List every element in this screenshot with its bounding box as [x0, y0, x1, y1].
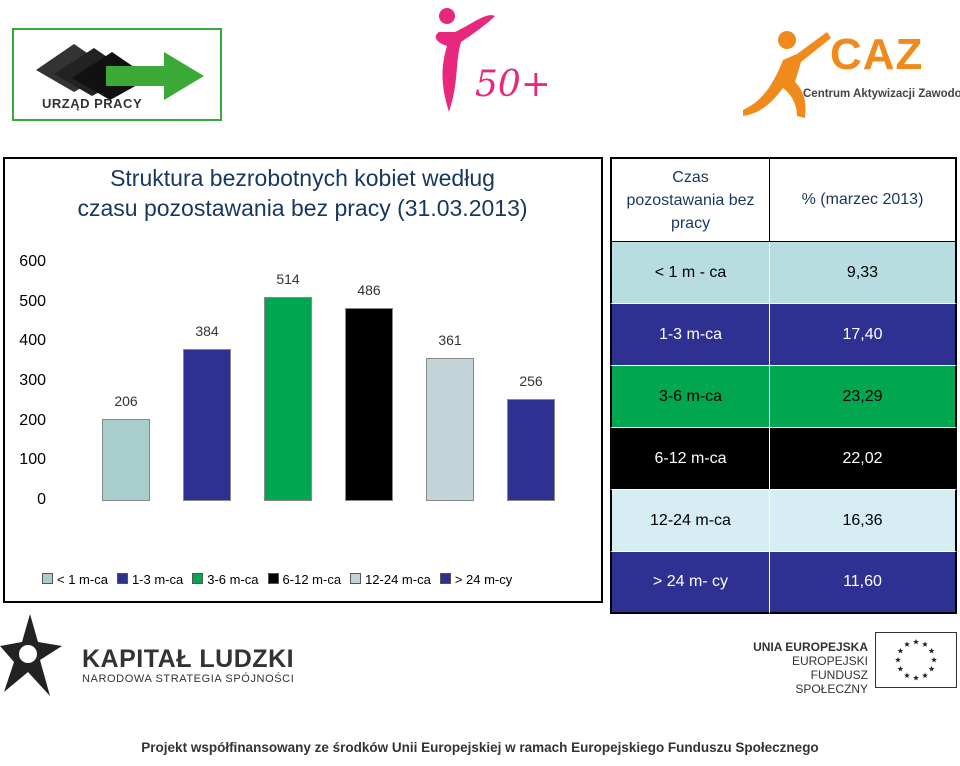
- eu-star-icon: [922, 641, 928, 647]
- table-row-label: 1-3 m-ca: [610, 304, 769, 366]
- eu-star-icon: [928, 648, 935, 654]
- y-tick-label: 200: [19, 411, 46, 429]
- chart-frame: [3, 157, 603, 603]
- ue-text: UNIA EUROPEJSKA EUROPEJSKI FUNDUSZ SPOŁE…: [740, 640, 868, 696]
- table-header-time: Czas pozostawania bez pracy: [610, 157, 770, 242]
- table-row-label: 6-12 m-ca: [610, 428, 769, 490]
- kapital-ludzki-subtitle: NARODOWA STRATEGIA SPÓJNOŚCI: [82, 673, 295, 685]
- y-tick-label: 600: [19, 253, 46, 270]
- urzad-pracy-caption: URZĄD PRACY: [42, 96, 143, 111]
- bar: [264, 297, 312, 501]
- legend-label: 3-6 m-ca: [207, 572, 259, 587]
- eu-star-icon: [897, 666, 904, 672]
- urzad-pracy-logo: URZĄD PRACY: [12, 28, 222, 121]
- table-row-label: 12-24 m-ca: [610, 490, 769, 552]
- chart-title-line2: czasu pozostawania bez pracy (31.03.2013…: [77, 195, 528, 221]
- ue-line2: EUROPEJSKI: [791, 654, 868, 668]
- bar-value-label: 361: [438, 331, 462, 348]
- bar: [426, 357, 474, 501]
- eu-star-icon: [928, 666, 935, 672]
- legend-item: < 1 m-ca: [42, 572, 108, 587]
- table-row-label: < 1 m - ca: [610, 242, 769, 304]
- eu-star-icon: [897, 648, 904, 654]
- eu-star-icon: [904, 641, 910, 647]
- bar-value-label: 514: [276, 271, 300, 288]
- table-row-value: 16,36: [769, 490, 957, 552]
- y-tick-label: 300: [19, 372, 46, 389]
- legend-item: 1-3 m-ca: [116, 572, 184, 587]
- eu-stars-icon: [895, 639, 937, 681]
- bar-value-label: 384: [195, 322, 219, 339]
- figure-icon: [435, 8, 495, 112]
- table-row-label: > 24 m- cy: [610, 552, 769, 614]
- table-row-value: 9,33: [769, 242, 957, 304]
- eu-star-icon: [922, 672, 928, 678]
- kapital-ludzki-emblem: [0, 612, 64, 702]
- y-tick-label: 400: [19, 332, 46, 350]
- legend-swatch: [42, 573, 53, 584]
- kapital-ludzki-title: KAPITAŁ LUDZKI: [82, 645, 295, 673]
- table-header-percent: % (marzec 2013): [769, 157, 957, 242]
- legend-swatch: [192, 573, 204, 584]
- table-row-value: 22,02: [769, 428, 957, 490]
- bar: [507, 399, 555, 501]
- runner-icon: [743, 31, 831, 118]
- legend-label: > 24 m-cy: [454, 572, 513, 587]
- eu-star-icon: [895, 657, 901, 663]
- eu-star-icon: [931, 657, 937, 663]
- table-row-value: 11,60: [769, 552, 957, 614]
- legend-label: 1-3 m-ca: [131, 572, 184, 587]
- legend-item: 6-12 m-ca: [267, 572, 342, 587]
- kapital-ludzki-star-icon: [0, 614, 62, 696]
- legend-swatch: [267, 573, 279, 584]
- legend-swatch: [116, 573, 128, 584]
- bar: [345, 308, 393, 501]
- eu-star-icon: [904, 672, 910, 678]
- bar-value-label: 486: [357, 282, 381, 299]
- y-tick-label: 100: [19, 451, 46, 469]
- legend-swatch: [350, 573, 362, 584]
- legend-item: 3-6 m-ca: [192, 572, 259, 587]
- ue-line3: FUNDUSZ SPOŁECZNY: [795, 668, 868, 696]
- legend-item: 12-24 m-ca: [350, 572, 431, 587]
- y-tick-label: 0: [37, 491, 46, 508]
- bar-value-label: 256: [519, 373, 543, 390]
- cards-arrow-icon: [36, 44, 204, 100]
- chart-title-line1: Struktura bezrobotnych kobiet według: [110, 165, 495, 191]
- bar: [102, 419, 150, 501]
- chart-title: Struktura bezrobotnych kobiet według cza…: [40, 163, 565, 223]
- eu-star-icon: [913, 639, 919, 645]
- caz-logo: CAZ Centrum Aktywizacji Zawodowej: [735, 20, 960, 120]
- caz-title: CAZ: [830, 30, 924, 79]
- fifty-plus-text: 50+: [475, 64, 551, 105]
- chart-legend: < 1 m-ca 1-3 m-ca 3-6 m-ca 6-12 m-ca 12-24 m…: [42, 572, 521, 587]
- ue-line1: UNIA EUROPEJSKA: [753, 640, 868, 654]
- table-row-label: 3-6 m-ca: [610, 366, 769, 428]
- y-tick-label: 500: [19, 292, 46, 310]
- legend-item: > 24 m-cy: [439, 572, 513, 587]
- table-row-value: 17,40: [769, 304, 957, 366]
- legend-swatch: [439, 573, 451, 584]
- bar-value-label: 206: [114, 393, 138, 410]
- legend-label: < 1 m-ca: [57, 572, 108, 587]
- table-header-percent-label: % (marzec 2013): [801, 191, 924, 208]
- footer-text: Projekt współfinansowany ze środków Unii…: [141, 740, 819, 755]
- eu-star-icon: [913, 675, 919, 681]
- fifty-plus-logo: 50+: [425, 2, 551, 120]
- table-header-time-label: Czas pozostawania bez pracy: [626, 168, 755, 232]
- eu-flag: [875, 632, 957, 688]
- legend-label: 6-12 m-ca: [282, 572, 342, 587]
- bar: [183, 348, 231, 501]
- caz-subtitle: Centrum Aktywizacji Zawodowej: [803, 88, 960, 100]
- legend-label: 12-24 m-ca: [365, 572, 431, 587]
- table-row-value: 23,29: [769, 366, 957, 428]
